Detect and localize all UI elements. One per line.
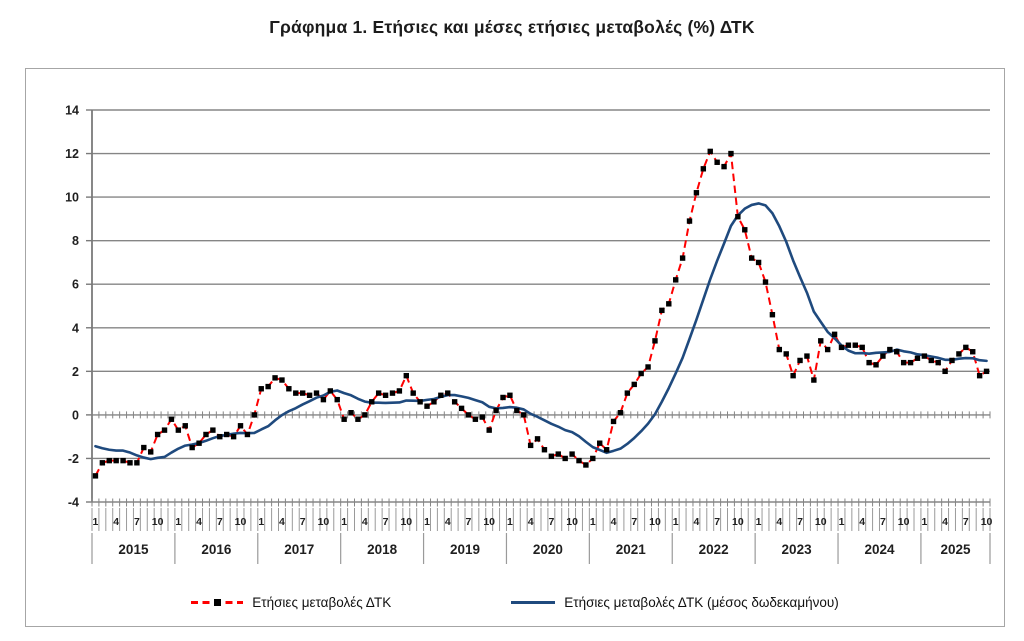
svg-text:2019: 2019 — [450, 542, 480, 557]
svg-text:10: 10 — [649, 516, 661, 528]
blue-line-sample — [511, 600, 556, 604]
svg-text:6: 6 — [72, 278, 79, 292]
svg-text:2016: 2016 — [201, 542, 232, 557]
svg-text:-2: -2 — [68, 452, 79, 466]
y-axis — [86, 109, 93, 503]
svg-text:10: 10 — [400, 516, 412, 528]
month-labels: 1 4 7 10 1 4 7 10 1 4 7 10 1 4 7 10 1 4 7 10 1 4 7 10 1 4 7 10 1 4 7 10… — [93, 516, 993, 528]
chart-legend: Ετήσιες μεταβολές ΔΤΚ Ετήσιες μεταβολές … — [26, 589, 1004, 615]
svg-text:10: 10 — [318, 516, 330, 528]
svg-text:2024: 2024 — [864, 542, 895, 557]
legend-item-annual: Ετήσιες μεταβολές ΔΤΚ — [191, 595, 391, 610]
svg-text:10: 10 — [815, 516, 827, 528]
svg-text:7: 7 — [217, 516, 223, 528]
svg-text:4: 4 — [528, 516, 534, 528]
legend-label-average: Ετήσιες μεταβολές ΔΤΚ (μέσος δωδεκαμήνου… — [564, 594, 839, 610]
svg-text:0: 0 — [72, 408, 79, 422]
svg-text:2025: 2025 — [940, 542, 971, 557]
svg-text:1: 1 — [175, 516, 181, 528]
svg-text:2021: 2021 — [616, 542, 647, 557]
svg-text:4: 4 — [362, 516, 368, 528]
svg-text:2022: 2022 — [699, 542, 729, 557]
svg-text:4: 4 — [694, 516, 700, 528]
svg-text:7: 7 — [963, 516, 969, 528]
svg-text:10: 10 — [235, 516, 247, 528]
year-separators — [91, 533, 991, 564]
square-marker-icon — [214, 598, 222, 606]
svg-text:4: 4 — [196, 516, 202, 528]
svg-text:4: 4 — [72, 321, 79, 335]
svg-text:7: 7 — [383, 516, 389, 528]
month-ticks — [91, 411, 991, 507]
svg-text:1: 1 — [839, 516, 845, 528]
chart-container: -4 -2 0 2 4 6 8 10 12 14 1 4 7 10 1 4 7 10 1 4 7 10 1 4 7 10 1 4 7 10… — [25, 68, 1005, 627]
svg-text:7: 7 — [714, 516, 720, 528]
svg-text:2017: 2017 — [284, 542, 314, 557]
average-series-line — [94, 202, 988, 461]
annual-series-markers — [92, 148, 990, 479]
chart-title: Γράφημα 1. Ετήσιες και μέσες ετήσιες μετ… — [269, 17, 755, 37]
svg-text:10: 10 — [483, 516, 495, 528]
svg-text:1: 1 — [921, 516, 927, 528]
svg-text:4: 4 — [445, 516, 451, 528]
svg-text:14: 14 — [65, 104, 79, 118]
svg-text:-4: -4 — [68, 496, 79, 510]
svg-text:7: 7 — [548, 516, 554, 528]
svg-text:2015: 2015 — [118, 542, 149, 557]
svg-text:1: 1 — [507, 516, 513, 528]
svg-text:2023: 2023 — [782, 542, 813, 557]
svg-text:1: 1 — [341, 516, 347, 528]
svg-text:2: 2 — [72, 365, 79, 379]
svg-text:10: 10 — [981, 516, 993, 528]
svg-text:2020: 2020 — [533, 542, 563, 557]
svg-text:4: 4 — [113, 516, 119, 528]
svg-text:4: 4 — [859, 516, 865, 528]
svg-text:1: 1 — [258, 516, 264, 528]
svg-text:7: 7 — [134, 516, 140, 528]
legend-label-annual: Ετήσιες μεταβολές ΔΤΚ — [252, 594, 392, 610]
svg-text:4: 4 — [776, 516, 782, 528]
legend-item-average: Ετήσιες μεταβολές ΔΤΚ (μέσος δωδεκαμήνου… — [511, 595, 839, 610]
svg-text:1: 1 — [424, 516, 430, 528]
svg-text:10: 10 — [566, 516, 578, 528]
svg-text:1: 1 — [673, 516, 679, 528]
y-gridlines — [92, 109, 990, 503]
svg-text:7: 7 — [300, 516, 306, 528]
svg-text:4: 4 — [279, 516, 285, 528]
svg-text:7: 7 — [797, 516, 803, 528]
month-separators — [91, 508, 991, 531]
svg-text:1: 1 — [590, 516, 596, 528]
year-labels: 2015 2016 2017 2018 2019 2020 2021 2022 2023 2024… — [118, 542, 971, 557]
svg-text:7: 7 — [466, 516, 472, 528]
svg-text:10: 10 — [732, 516, 744, 528]
svg-text:10: 10 — [898, 516, 910, 528]
svg-text:4: 4 — [942, 516, 948, 528]
annual-series-line — [94, 150, 988, 477]
red-dashed-line-sample — [191, 598, 244, 606]
svg-text:4: 4 — [611, 516, 617, 528]
svg-text:1: 1 — [756, 516, 762, 528]
svg-text:7: 7 — [631, 516, 637, 528]
svg-text:10: 10 — [152, 516, 164, 528]
y-tick-labels: -4 -2 0 2 4 6 8 10 12 14 — [65, 104, 79, 510]
svg-text:1: 1 — [93, 516, 99, 528]
svg-text:7: 7 — [880, 516, 886, 528]
svg-text:2018: 2018 — [367, 542, 398, 557]
svg-text:10: 10 — [65, 191, 79, 205]
svg-text:12: 12 — [65, 147, 79, 161]
svg-text:8: 8 — [72, 234, 79, 248]
